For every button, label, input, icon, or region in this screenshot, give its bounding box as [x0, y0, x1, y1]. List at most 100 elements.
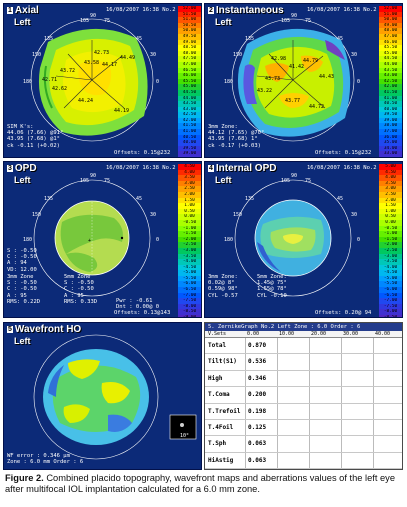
scale-value: -8.50 [178, 309, 201, 316]
scale-value: 46.50 [178, 67, 201, 74]
zernike-header: 5. ZernikeGraph No.2 Left Zone : 6.0 Ord… [205, 323, 402, 331]
scale-value: 43.00 [379, 73, 402, 79]
scale-value: -4.00 [379, 264, 402, 271]
axial-value-3: 44.17 [102, 62, 117, 68]
eye-label: Left [14, 175, 31, 185]
scale-value: 51.50 [178, 11, 201, 18]
scale-value: 43.50 [178, 101, 201, 107]
axial-value-9: 44.19 [114, 108, 129, 114]
scale-value: 32.00 [379, 157, 402, 158]
power-readings: Pwr : -0.61 Dnt : 0.00@ 0 [116, 298, 160, 311]
scale-value: -6.50 [379, 292, 402, 299]
scale-value: 0.00 [178, 214, 201, 220]
angle-label: 45 [337, 36, 343, 42]
instantaneous-map-panel[interactable]: 42.98 41.42 44.79 44.43 43.73 43.77 43.2… [204, 3, 403, 158]
figure-caption: Figure 2. Combined placido topography, w… [5, 473, 403, 495]
scale-value: 45.50 [379, 45, 402, 51]
inst-value-3: 44.79 [303, 58, 318, 64]
axial-map-panel[interactable]: 42.73 43.58 44.17 44.49 43.72 42.71 42.6… [3, 3, 202, 158]
zone-5mm-readings: 5mm Zone S : -0.50 C : -0.50 A : 95 RMS: 0.3… [64, 274, 98, 305]
axial-value-5: 43.72 [60, 68, 75, 74]
scale-value: 50.00 [379, 17, 402, 23]
angle-label: 75 [305, 18, 311, 24]
scale-value: -8.00 [178, 303, 201, 310]
scale-value: -2.50 [178, 242, 201, 248]
scale-value: -3.50 [379, 259, 402, 265]
scale-value: -2.50 [379, 247, 402, 254]
scale-value: 50.50 [178, 22, 201, 29]
offsets-label: Offsets: 0.15@232 [114, 150, 171, 156]
zernike-row-value: 0.063 [247, 456, 268, 464]
scale-value: 35.00 [379, 140, 402, 146]
zernike-row: T.Sph 0.063 [205, 436, 402, 453]
zone-5mm-readings: 5mm Zone: 1.45@ 75° 1.55@ 78° CYL -0.10 [257, 274, 287, 299]
internal-opd-map-panel[interactable]: 105 90 75 135 45 150 30 180 0 4 Internal … [204, 161, 403, 318]
axial-value-4: 44.49 [120, 55, 135, 61]
scale-value: -0.50 [178, 219, 201, 226]
angle-label: 75 [305, 178, 311, 184]
eye-label: Left [215, 175, 232, 185]
scale-value: 41.50 [379, 89, 402, 96]
inst-value-7: 43.22 [257, 88, 272, 94]
angle-label: 105 [80, 178, 89, 184]
angle-label: 105 [80, 18, 89, 24]
inst-value-1: 42.98 [271, 56, 286, 62]
scale-value: 42.00 [379, 84, 402, 90]
scale-value: 42.50 [178, 112, 201, 118]
tick-label: 10.00 [279, 331, 295, 337]
eye-label: Left [215, 17, 232, 27]
zernike-row-value: 0.346 [247, 374, 268, 382]
inst-value-8: 44.72 [309, 104, 324, 110]
zernike-row-name: T.Sph [208, 440, 227, 448]
zernike-row-name: High [208, 374, 223, 382]
axial-value-8: 44.24 [78, 98, 93, 104]
scale-value: -6.50 [178, 287, 201, 293]
zernike-row-name: T.Coma [208, 391, 230, 399]
scale-value: 43.00 [178, 106, 201, 113]
inset-angle-label: 10° [180, 433, 189, 439]
opd-map-panel[interactable]: + 105 90 75 135 45 150 30 180 0 3 OPD Lef… [3, 161, 202, 318]
datetime: 16/08/2007 16:38 No.2 [106, 7, 176, 13]
scale-value: 33.00 [379, 151, 402, 157]
axial-map-graphic: 42.73 43.58 44.17 44.49 43.72 42.71 42.6… [23, 13, 159, 142]
scale-value: 39.50 [379, 112, 402, 118]
inst-value-5: 43.73 [265, 76, 280, 82]
angle-label: 75 [104, 178, 110, 184]
scale-value: 41.00 [178, 129, 201, 135]
angle-label: 135 [245, 36, 254, 42]
scale-value: -1.00 [379, 231, 402, 237]
scale-value: 37.00 [379, 129, 402, 135]
zernike-row: T.4Foil 0.125 [205, 420, 402, 437]
scale-value: 44.50 [178, 89, 201, 96]
scale-value: 44.00 [178, 95, 201, 102]
zernike-row-value: 0.198 [247, 407, 268, 415]
angle-label: 105 [281, 178, 290, 184]
scale-value: 39.00 [379, 117, 402, 124]
inst-value-2: 41.42 [289, 64, 304, 70]
angle-label: 135 [44, 36, 53, 42]
scale-value: 3.50 [379, 180, 402, 187]
wavefront-ho-map-panel[interactable]: 10° 5 Wavefront HO Left WF error : 0.346 … [3, 322, 202, 470]
scale-value: 52.00 [178, 6, 201, 12]
scale-value: 49.50 [178, 33, 201, 40]
scale-value: 48.00 [379, 28, 402, 34]
angle-label: 180 [224, 79, 233, 85]
scale-value: 41.00 [379, 95, 402, 102]
angle-label: 45 [136, 36, 142, 42]
color-scale: 52.00 51.00 50.00 49.00 48.00 47.00 46.00 45.50… [379, 6, 402, 158]
zernike-graph-table: 5. ZernikeGraph No.2 Left Zone : 6.0 Ord… [204, 322, 403, 470]
scale-value: -6.00 [379, 287, 402, 293]
datetime: 16/08/2007 16:38 No.2 [307, 7, 377, 13]
zernike-row-value: 0.536 [247, 358, 268, 366]
scale-value: -3.00 [178, 247, 201, 254]
scale-value: 43.50 [379, 67, 402, 74]
angle-label: 135 [245, 196, 254, 202]
datetime: 16/08/2007 16:38 No.2 [307, 165, 377, 171]
scale-value: -4.00 [178, 259, 201, 265]
scale-value: -5.00 [379, 275, 402, 282]
angle-label: 30 [150, 212, 156, 218]
scale-value: 4.00 [178, 169, 201, 176]
scale-value: 48.00 [178, 50, 201, 57]
angle-label: 45 [337, 196, 343, 202]
scale-value: -7.00 [379, 298, 402, 304]
